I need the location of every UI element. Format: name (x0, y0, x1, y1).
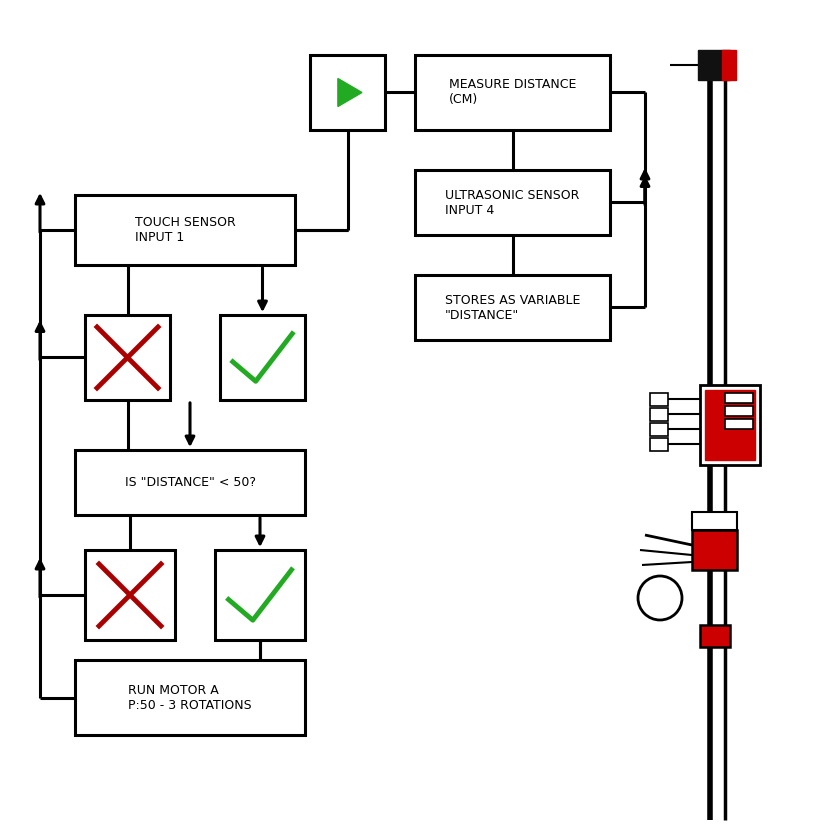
Bar (705, 390, 755, 460)
Polygon shape (338, 79, 362, 106)
Bar (692, 512, 737, 530)
Text: RUN MOTOR A
P:50 - 3 ROTATIONS: RUN MOTOR A P:50 - 3 ROTATIONS (128, 683, 251, 711)
Bar (650, 438, 668, 451)
Bar (725, 406, 753, 416)
Bar (75, 660, 305, 735)
Bar (415, 170, 610, 235)
Bar (220, 315, 305, 400)
Bar (415, 275, 610, 340)
Bar (650, 393, 668, 406)
Bar (215, 550, 305, 640)
Bar (725, 419, 753, 429)
Bar (650, 408, 668, 421)
Text: MEASURE DISTANCE
(CM): MEASURE DISTANCE (CM) (449, 79, 576, 106)
Bar (85, 315, 170, 400)
Bar (698, 50, 730, 80)
Bar (75, 450, 305, 515)
Bar (415, 55, 610, 130)
Bar (725, 393, 753, 403)
Circle shape (638, 576, 682, 620)
Bar (650, 423, 668, 436)
Bar (722, 50, 736, 80)
Text: IS "DISTANCE" < 50?: IS "DISTANCE" < 50? (124, 476, 256, 489)
Text: STORES AS VARIABLE
"DISTANCE": STORES AS VARIABLE "DISTANCE" (445, 294, 580, 321)
Bar (310, 55, 385, 130)
Text: ULTRASONIC SENSOR
INPUT 4: ULTRASONIC SENSOR INPUT 4 (446, 188, 579, 217)
Bar (700, 625, 730, 647)
Bar (85, 550, 175, 640)
Bar (700, 385, 760, 465)
Bar (692, 530, 737, 570)
Text: TOUCH SENSOR
INPUT 1: TOUCH SENSOR INPUT 1 (134, 216, 236, 244)
Bar (75, 195, 295, 265)
